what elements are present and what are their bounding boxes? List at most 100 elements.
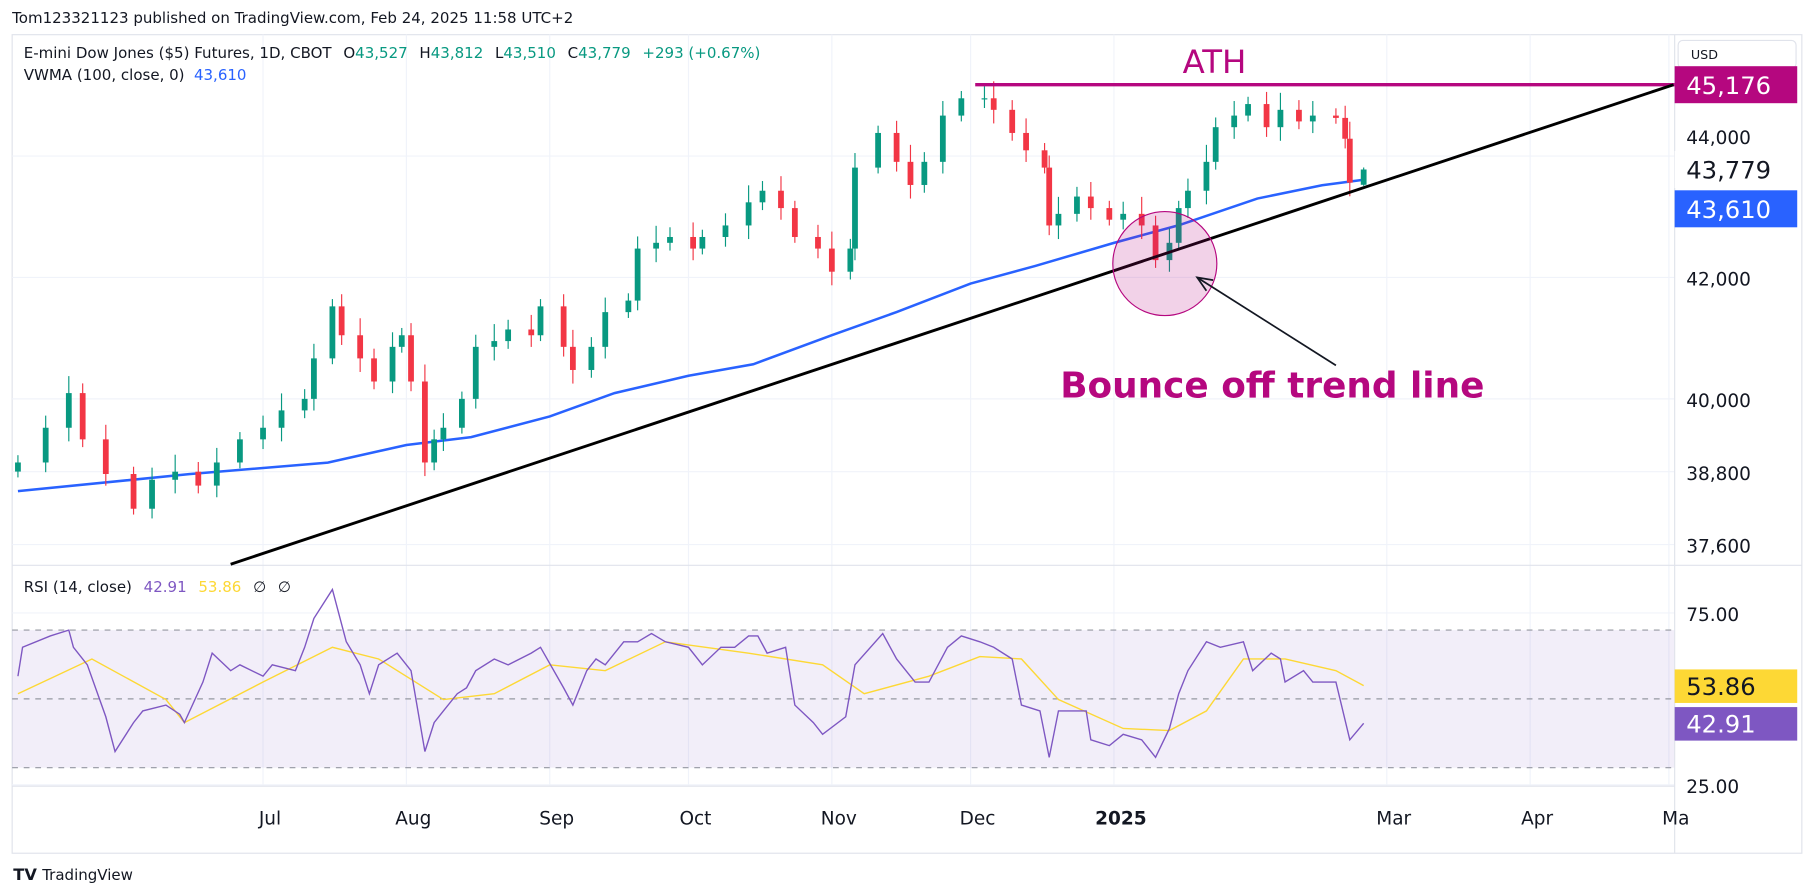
candle [815, 224, 821, 259]
vwma-line [17, 178, 1364, 493]
symbol-legend[interactable]: E-mini Dow Jones ($5) Futures, 1D, CBOT … [24, 44, 761, 62]
bounce-label: Bounce off trend line [1060, 366, 1484, 407]
low-label: L [495, 44, 504, 62]
candle-body [1009, 109, 1016, 133]
candle [459, 391, 465, 434]
candle [990, 81, 997, 124]
rsi-na-1: ∅ [253, 578, 266, 596]
time-tick: Apr [1521, 808, 1553, 829]
rsi-label-bg [1674, 669, 1798, 703]
candle [1106, 200, 1113, 226]
vwma-value: 43,610 [194, 66, 247, 84]
candle [42, 415, 49, 473]
rsi-ma-value: 53.86 [198, 578, 241, 596]
candle-body [1203, 161, 1210, 191]
candle [371, 348, 377, 390]
candle-body [1360, 169, 1367, 185]
candle [1074, 186, 1080, 222]
price-tick: 40,000 [1686, 391, 1751, 412]
rsi-legend[interactable]: RSI (14, close) 42.91 53.86 ∅ ∅ [24, 578, 291, 596]
candle-body [172, 471, 179, 480]
candle-body [939, 115, 946, 162]
low-value: 43,510 [503, 44, 556, 62]
candle-body [195, 471, 202, 486]
candle [130, 466, 137, 515]
candle [338, 294, 345, 345]
candle [472, 334, 479, 409]
candle [237, 432, 243, 469]
candle-body [260, 427, 266, 440]
candle [311, 343, 317, 411]
candle-body [1041, 150, 1048, 168]
vwma-legend[interactable]: VWMA (100, close, 0) 43,610 [24, 66, 247, 84]
candle [1342, 105, 1349, 149]
tradingview-logo-icon: TV [13, 865, 37, 884]
price-label-bg [1674, 150, 1798, 188]
candle-body [1046, 167, 1053, 226]
candle-body [759, 190, 766, 203]
candle-body [431, 439, 438, 463]
candle [852, 153, 858, 261]
change-value: +293 (+0.67%) [642, 44, 760, 62]
candle-body [1333, 115, 1339, 118]
time-axis[interactable]: Jul Aug Sep Oct Nov Dec 2025 Mar Apr Ma [258, 808, 1690, 829]
candle [1231, 101, 1238, 139]
candle-body [1175, 208, 1182, 243]
chart-frame [11, 34, 1803, 854]
candle [301, 389, 308, 419]
currency-button[interactable]: USD [1677, 39, 1797, 69]
candle [634, 236, 641, 311]
candle [1346, 121, 1353, 197]
candle [1277, 92, 1284, 141]
candle [15, 455, 21, 478]
rsi-value-label: 42.91 [1686, 710, 1755, 739]
time-tick: Nov [821, 808, 857, 829]
rsi-ma-line [17, 641, 1364, 732]
time-tick: Ma [1662, 808, 1689, 829]
candle-body [1309, 115, 1316, 122]
tradingview-logo[interactable]: TV TradingView [13, 865, 133, 884]
candle-body [42, 427, 49, 463]
candle [560, 294, 567, 357]
candle-body [1138, 213, 1145, 226]
candle-body [1277, 109, 1284, 128]
candle-body [1087, 196, 1094, 209]
arrow-line [1196, 276, 1337, 367]
candle [102, 424, 109, 486]
candle [1185, 178, 1191, 218]
time-tick: Jul [258, 808, 281, 829]
price-axis[interactable]: 44,000 42,000 40,000 38,800 37,600 45,176 43,7… [1674, 66, 1798, 798]
candle-body [1023, 132, 1029, 151]
candle [79, 383, 86, 448]
candle-body [1074, 196, 1080, 214]
candle [1203, 144, 1210, 205]
candle-body [921, 161, 928, 185]
annotations[interactable]: ATH Bounce off trend line [230, 43, 1675, 566]
candle-body [422, 381, 428, 463]
open-label: O [343, 44, 355, 62]
candle [329, 299, 336, 365]
time-tick: 2025 [1095, 808, 1146, 829]
candle-body [537, 306, 544, 336]
candle [569, 329, 576, 384]
candle [1309, 101, 1316, 134]
candle-body [528, 329, 535, 336]
candle-body [1185, 190, 1191, 209]
candle-body [1152, 225, 1159, 261]
candle [431, 429, 438, 471]
candle [958, 91, 965, 122]
candle [907, 144, 914, 199]
high-value: 43,812 [431, 44, 484, 62]
candle [65, 376, 72, 442]
time-tick: Aug [395, 808, 431, 829]
candle [625, 293, 632, 318]
candle [491, 324, 498, 361]
price-label: 43,610 [1686, 195, 1771, 224]
time-tick: Oct [679, 808, 711, 829]
candle-body [907, 161, 914, 185]
candle-body [65, 393, 72, 428]
candle-body [667, 236, 673, 243]
candle [1138, 196, 1145, 240]
candle-body [847, 248, 854, 272]
